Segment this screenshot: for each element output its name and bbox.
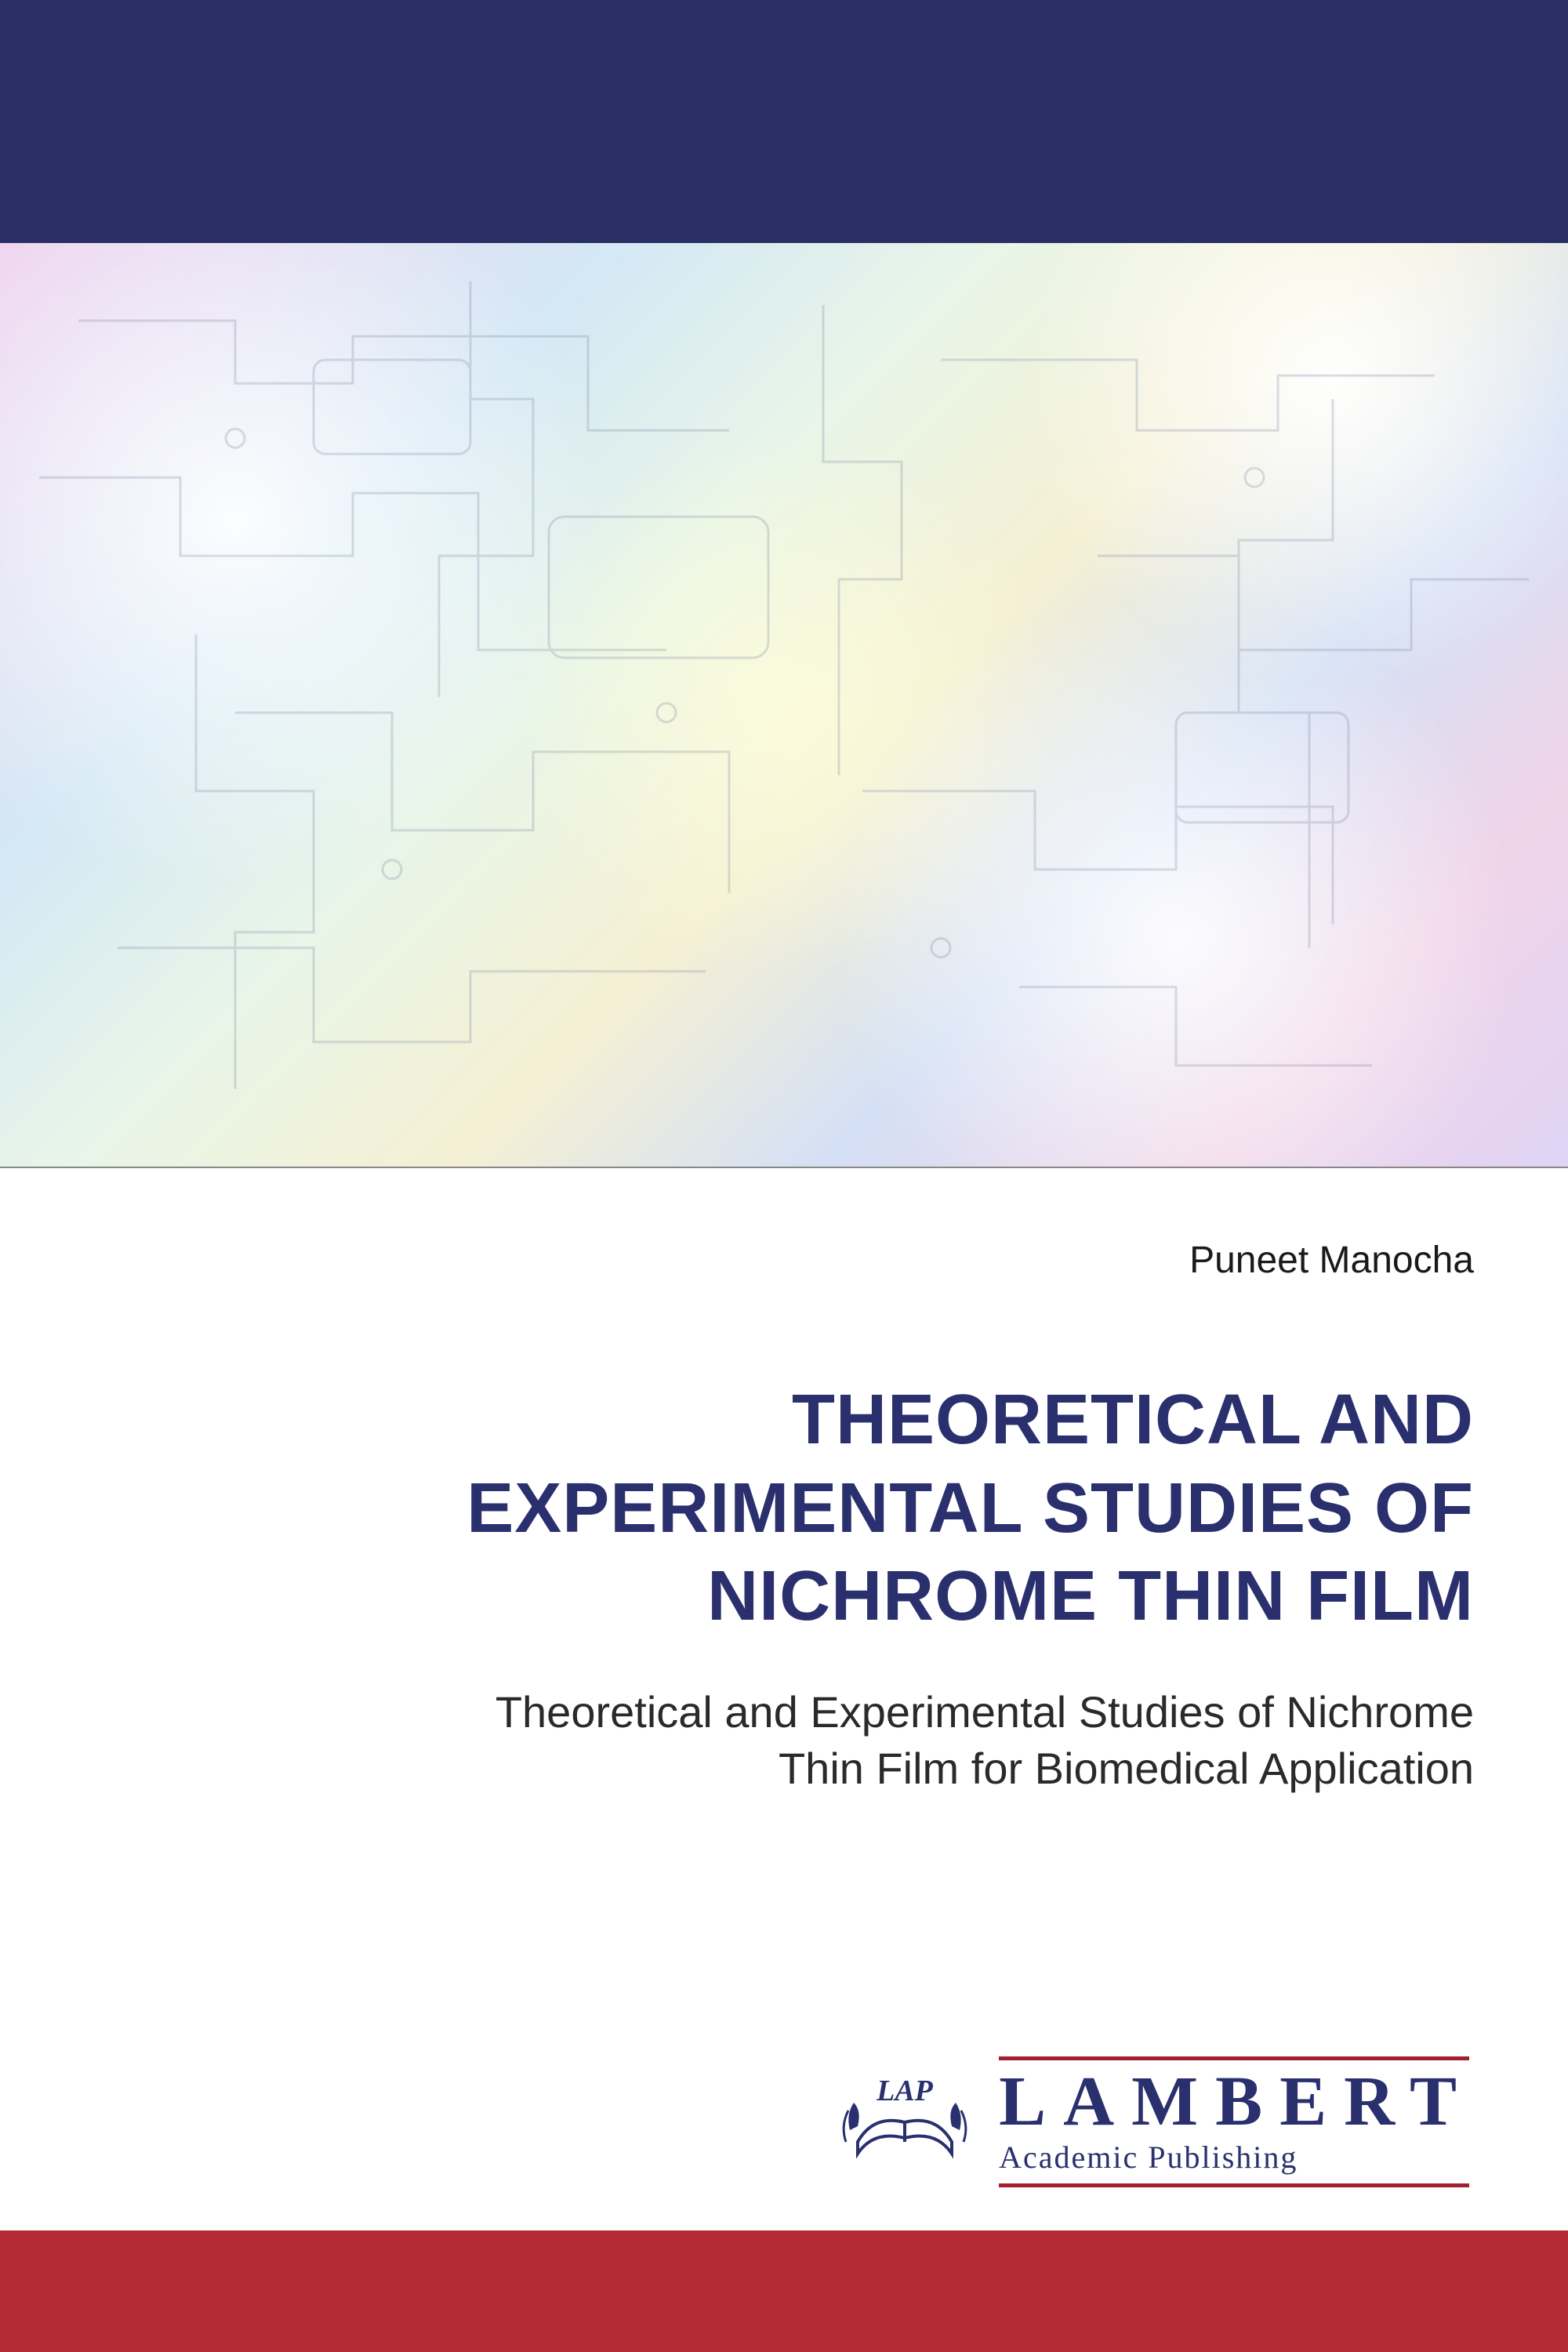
publisher-book-icon: LAP bbox=[834, 2067, 975, 2177]
title-line-1: THEORETICAL AND bbox=[94, 1376, 1474, 1465]
publisher-rule-top bbox=[999, 2056, 1469, 2060]
publisher-badge-text: LAP bbox=[876, 2074, 934, 2107]
book-subtitle: Theoretical and Experimental Studies of … bbox=[94, 1684, 1474, 1798]
publisher-subtitle: Academic Publishing bbox=[999, 2139, 1474, 2176]
publisher-name: LAMBERT bbox=[999, 2067, 1474, 2137]
bottom-color-band bbox=[0, 2230, 1568, 2352]
subtitle-line-2: Thin Film for Biomedical Application bbox=[94, 1740, 1474, 1798]
hero-circuit-image bbox=[0, 243, 1568, 1168]
book-title: THEORETICAL AND EXPERIMENTAL STUDIES OF … bbox=[94, 1376, 1474, 1641]
title-line-2: EXPERIMENTAL STUDIES OF bbox=[94, 1465, 1474, 1553]
publisher-text-block: LAMBERT Academic Publishing bbox=[999, 2056, 1474, 2187]
subtitle-line-1: Theoretical and Experimental Studies of … bbox=[94, 1684, 1474, 1741]
text-content-area: Puneet Manocha THEORETICAL AND EXPERIMEN… bbox=[0, 1168, 1568, 1798]
top-color-band bbox=[0, 0, 1568, 243]
publisher-logo-block: LAP LAMBERT Academic Publishing bbox=[834, 2056, 1474, 2187]
publisher-rule-bottom bbox=[999, 2183, 1469, 2187]
title-line-3: NICHROME THIN FILM bbox=[94, 1552, 1474, 1641]
circuit-pattern-overlay bbox=[0, 243, 1568, 1167]
author-name: Puneet Manocha bbox=[94, 1239, 1474, 1282]
